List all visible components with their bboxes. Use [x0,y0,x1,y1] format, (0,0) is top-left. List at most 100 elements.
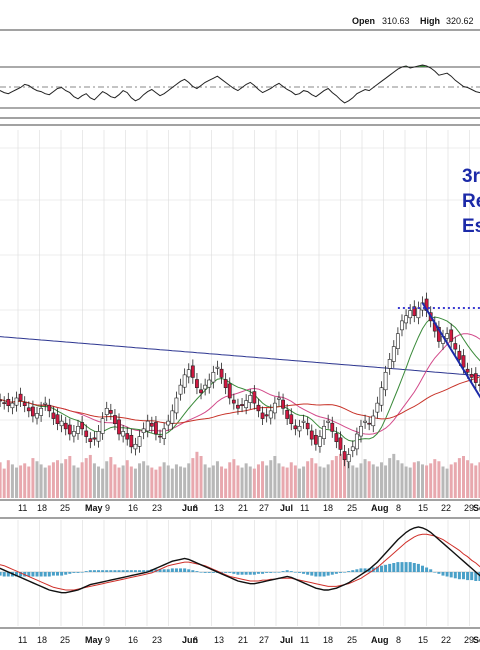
volume-bar [302,466,306,498]
volume-bar [445,468,449,498]
macd-histogram-bar [449,572,453,578]
volume-bar [158,466,162,498]
volume-bar [437,461,441,498]
macd-histogram-bar [273,572,277,573]
candle-body [359,425,363,437]
x-axis-label: Jun [182,503,198,513]
macd-histogram-bar [314,572,318,577]
volume-bar [457,458,461,498]
x-axis-label: 18 [323,503,333,513]
volume-bar [408,467,412,498]
volume-bar [261,461,265,498]
volume-bar [433,459,437,498]
macd-histogram-bar [105,570,109,572]
candle-body [236,404,240,409]
x-axis-label: Aug [371,503,389,513]
macd-histogram-bar [133,570,137,572]
macd-histogram-bar [330,572,334,575]
annotation: 3r Re Es [462,166,480,237]
x-axis-label: 11 [300,635,309,645]
macd-histogram-bar [441,572,445,576]
candle-body [129,434,134,448]
volume-bar [0,462,2,498]
header: Open 310.63 High 320.62 [352,16,474,26]
ma-40-line [0,376,480,424]
candle-body [43,402,48,405]
candle-body [125,433,130,440]
candle-body [113,415,117,425]
x-axis-label: 11 [300,503,309,513]
candle-body [166,420,171,426]
x-axis-label: 9 [105,503,110,513]
macd-histogram-bar [363,568,367,572]
volume-bar [146,465,150,498]
candle-body [100,418,105,434]
macd-histogram-bar [297,572,301,573]
candle-body [350,446,355,452]
x-axis-label: 27 [259,503,269,513]
candle-body [256,404,261,412]
volume-bar [351,465,355,498]
macd-histogram-bar [27,572,31,577]
macd-histogram-bar [310,572,314,576]
candle-body [354,433,359,450]
candle-body [162,428,167,439]
macd-histogram-bar [166,569,170,572]
macd-histogram-bar [92,570,96,572]
candle-body [387,359,392,369]
candle-body [14,397,19,406]
macd-histogram-bar [43,572,47,577]
macd-histogram-bar [56,572,60,576]
volume-bar [277,463,281,498]
x-axis-label: Jul [280,503,293,513]
candle-body [141,428,146,434]
candle-body [330,422,335,432]
candle-body [244,400,249,409]
candle-body [104,407,109,416]
macd-histogram-bar [84,571,88,572]
volume-bar [84,458,88,498]
macd-histogram-bar [318,572,322,577]
x-axis-label: 16 [128,503,138,513]
volume-bar [240,467,244,498]
macd-histogram-bar [466,572,470,581]
macd-histogram-bar [248,572,252,575]
volume-bar [449,464,453,498]
macd-histogram-bar [88,570,92,572]
candle-body [297,425,302,432]
x-axis-label: 11 [18,635,27,645]
candle-body [264,414,269,417]
volume-bar [150,467,154,498]
x-axis-label: 13 [214,635,224,645]
candle-body [268,410,273,419]
macd-histogram-bar [199,572,203,573]
volume-bar [10,464,14,498]
volume-bar [43,467,47,498]
volume-bar [113,464,117,498]
x-axis-label: 11 [18,503,27,513]
macd-histogram-bar [158,569,162,572]
candle-body [375,402,380,413]
volume-bar [367,461,371,498]
candle-body [211,371,216,383]
candle-body [412,306,417,317]
macd-histogram-bar [425,567,429,572]
candle-body [289,414,294,425]
candle-body [170,410,175,424]
macd-panel [0,517,480,629]
macd-histogram-bar [445,572,449,577]
macd-histogram-bar [170,568,174,572]
volume-bar [256,464,260,498]
x-axis-label: 6 [193,635,198,645]
volume-bar [384,465,388,498]
candle-body [436,326,441,342]
macd-histogram-bar [113,570,117,572]
volume-bar [396,460,400,498]
macd-histogram-bar [289,571,293,572]
macd-histogram-bar [244,572,248,575]
macd-histogram-bar [412,563,416,572]
macd-histogram-bar [72,572,76,573]
macd-histogram-bar [375,566,379,572]
macd-histogram-bar [429,569,433,572]
